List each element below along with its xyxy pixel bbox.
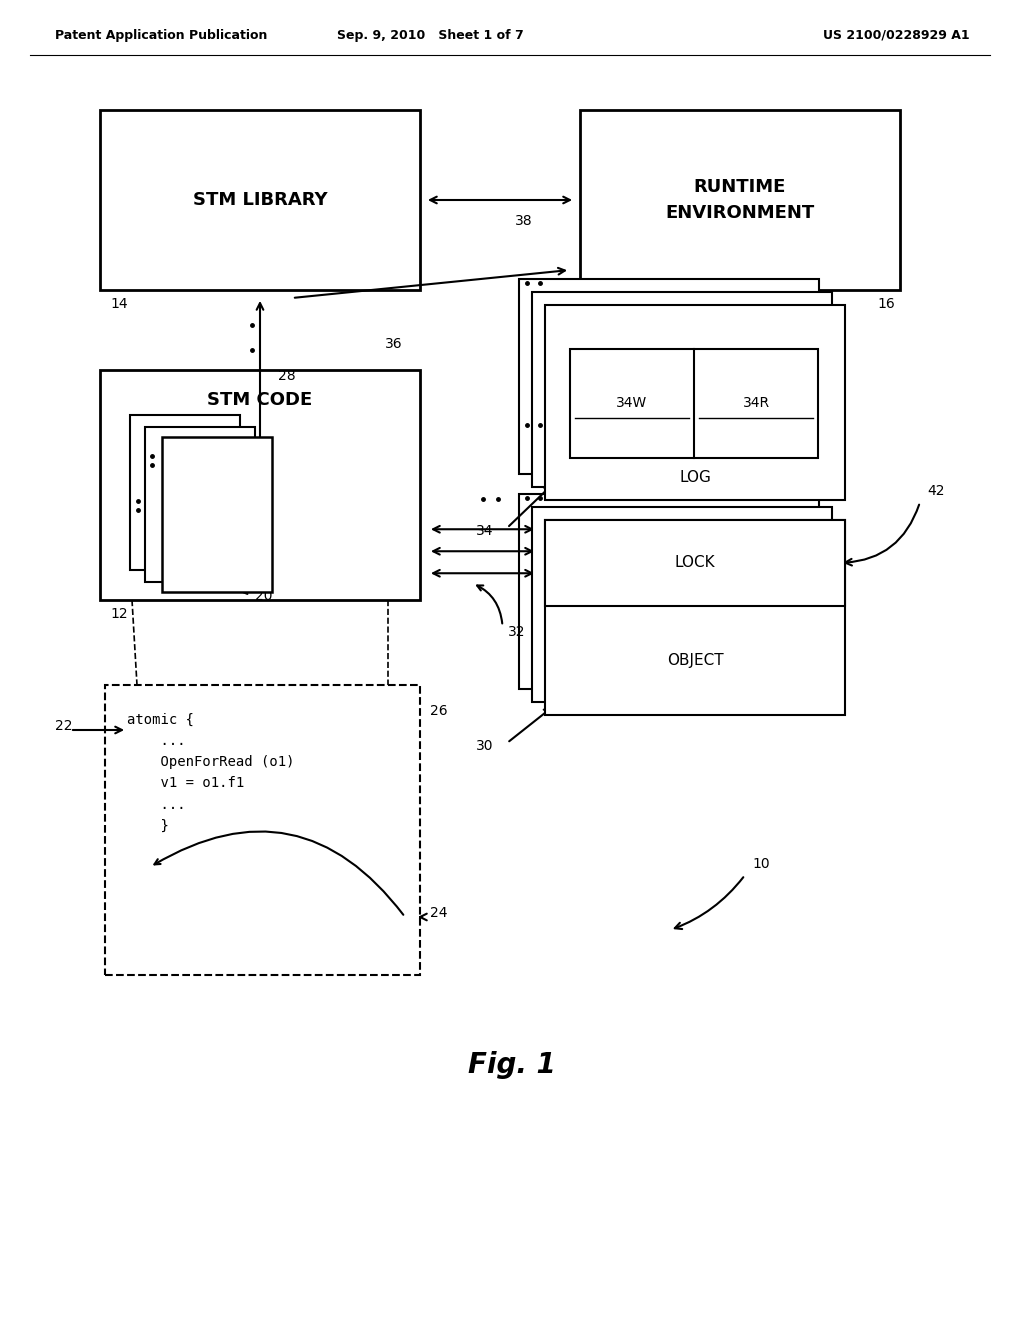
Text: 38: 38 (515, 214, 532, 228)
Text: LOCK: LOCK (675, 556, 716, 570)
Text: atomic {
    ...
    OpenForRead (o1)
    v1 = o1.f1
    ...
    }: atomic { ... OpenForRead (o1) v1 = o1.f1… (127, 713, 295, 833)
Text: 22: 22 (55, 719, 73, 733)
FancyBboxPatch shape (545, 520, 845, 606)
FancyBboxPatch shape (519, 279, 819, 474)
Text: Patent Application Publication: Patent Application Publication (55, 29, 267, 41)
Text: 12: 12 (110, 607, 128, 620)
FancyBboxPatch shape (519, 494, 819, 689)
Text: RUNTIME
ENVIRONMENT: RUNTIME ENVIRONMENT (666, 178, 815, 222)
Text: 16: 16 (878, 297, 895, 312)
FancyBboxPatch shape (532, 292, 831, 487)
Text: 30: 30 (475, 739, 493, 752)
FancyBboxPatch shape (130, 414, 240, 570)
Text: 36: 36 (385, 337, 402, 351)
Text: 32: 32 (508, 626, 525, 639)
Text: 10: 10 (752, 857, 770, 871)
Text: 34W: 34W (616, 396, 647, 411)
Text: 14: 14 (110, 297, 128, 312)
FancyBboxPatch shape (100, 110, 420, 290)
Text: 40: 40 (755, 347, 772, 360)
Text: 28: 28 (278, 370, 296, 383)
Text: OBJECT: OBJECT (667, 653, 723, 668)
FancyBboxPatch shape (570, 348, 818, 458)
Text: Fig. 1: Fig. 1 (468, 1051, 556, 1078)
FancyBboxPatch shape (532, 507, 831, 702)
Text: STM LIBRARY: STM LIBRARY (193, 191, 328, 209)
FancyBboxPatch shape (105, 685, 420, 975)
FancyBboxPatch shape (145, 426, 255, 582)
Text: 42: 42 (927, 484, 944, 498)
FancyBboxPatch shape (545, 305, 845, 500)
Text: 34: 34 (475, 524, 493, 539)
Text: Sep. 9, 2010   Sheet 1 of 7: Sep. 9, 2010 Sheet 1 of 7 (337, 29, 523, 41)
FancyBboxPatch shape (162, 437, 272, 591)
Text: US 2100/0228929 A1: US 2100/0228929 A1 (823, 29, 970, 41)
Text: STM CODE: STM CODE (208, 391, 312, 409)
FancyBboxPatch shape (100, 370, 420, 601)
FancyBboxPatch shape (545, 520, 845, 715)
Text: 24: 24 (430, 906, 447, 920)
FancyBboxPatch shape (580, 110, 900, 290)
Text: 20: 20 (255, 589, 272, 603)
Text: 26: 26 (430, 704, 447, 718)
Text: 34R: 34R (742, 396, 770, 411)
Text: LOG: LOG (679, 470, 711, 486)
